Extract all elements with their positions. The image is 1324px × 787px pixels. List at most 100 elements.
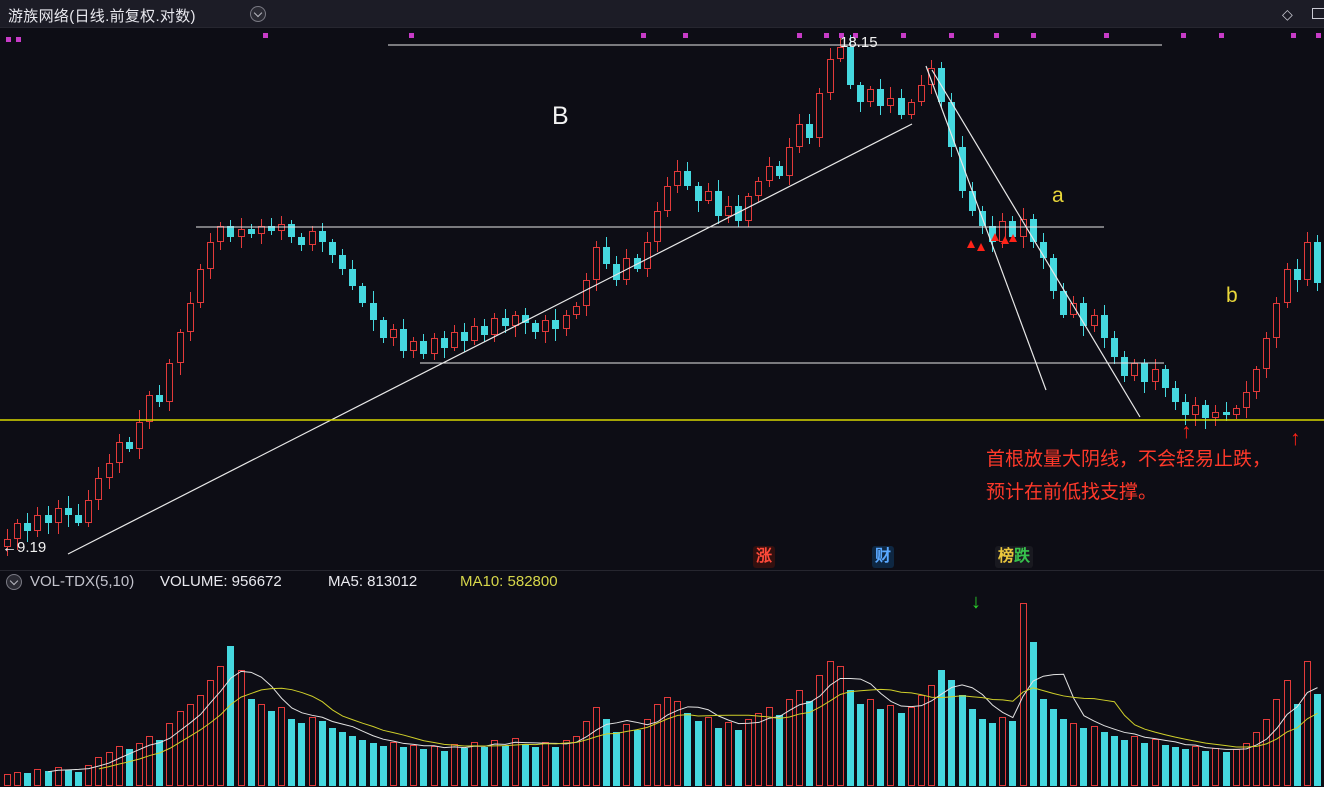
candle-body xyxy=(887,97,895,107)
volume-bar xyxy=(938,670,946,786)
candle-body xyxy=(44,515,52,524)
candle-body xyxy=(460,332,468,342)
volume-bar xyxy=(186,704,194,786)
indicator-ma10-value: MA10: 582800 xyxy=(460,573,558,590)
volume-bar xyxy=(582,720,590,786)
volume-bar xyxy=(410,744,418,786)
volume-chart-area[interactable] xyxy=(0,594,1324,787)
candle-body xyxy=(1121,356,1129,376)
candle-body xyxy=(186,302,194,333)
candle-body xyxy=(765,166,773,181)
title-dropdown-button[interactable] xyxy=(250,6,266,22)
window-icon[interactable] xyxy=(1312,8,1324,19)
candle-body xyxy=(897,97,905,116)
volume-bar xyxy=(785,699,793,786)
candle-body xyxy=(938,67,946,103)
volume-bar xyxy=(1121,739,1129,786)
candle-body xyxy=(1212,411,1220,419)
volume-bar xyxy=(1303,660,1311,786)
candle-body xyxy=(136,421,143,450)
volume-bar xyxy=(552,746,560,786)
volume-bar xyxy=(1242,742,1250,786)
candle-body xyxy=(14,523,22,539)
volume-bar xyxy=(75,771,83,786)
candle-body xyxy=(1232,408,1240,415)
candle-body xyxy=(85,500,93,524)
volume-bar xyxy=(846,689,854,786)
candle-body xyxy=(999,221,1007,243)
volume-bar xyxy=(714,728,722,786)
shortcut-bangdie[interactable]: 榜跌 xyxy=(995,546,1034,568)
volume-bar xyxy=(308,716,316,786)
candle-body xyxy=(257,226,265,235)
candle-body xyxy=(75,515,83,524)
volume-bar xyxy=(471,741,479,786)
candle-body xyxy=(928,67,936,85)
low-price-label: ←9.19 xyxy=(2,539,47,556)
volume-bar xyxy=(633,730,641,786)
volume-bar xyxy=(765,707,773,786)
volume-bar xyxy=(592,707,600,786)
volume-bar xyxy=(217,665,225,786)
volume-bar xyxy=(1263,718,1271,786)
candle-body xyxy=(1293,269,1301,281)
candle-body xyxy=(34,515,42,531)
volume-bar xyxy=(318,720,326,786)
shortcut-zhang[interactable]: 涨 xyxy=(753,546,776,568)
candle-body xyxy=(389,329,397,339)
volume-bar xyxy=(1253,732,1261,786)
volume-bar xyxy=(511,737,519,786)
volume-bar xyxy=(897,712,905,786)
volume-bar xyxy=(115,745,123,786)
candle-body xyxy=(755,180,763,196)
candle-body xyxy=(775,166,783,176)
diamond-icon[interactable]: ◇ xyxy=(1282,6,1293,22)
candle-body xyxy=(603,247,611,264)
candle-body xyxy=(237,228,245,237)
candle-body xyxy=(958,147,966,191)
volume-bar xyxy=(989,723,997,786)
candle-body xyxy=(450,332,458,348)
candle-body xyxy=(328,242,336,256)
candle-body xyxy=(643,242,651,270)
volume-bar xyxy=(1232,749,1240,786)
volume-bar xyxy=(227,646,235,786)
candle-body xyxy=(623,258,631,281)
candle-body xyxy=(745,195,753,222)
volume-bar xyxy=(1181,749,1189,786)
candle-body xyxy=(1242,391,1250,409)
volume-bar xyxy=(34,768,42,786)
candle-body xyxy=(24,523,32,531)
volume-bar xyxy=(146,735,154,786)
indicator-collapse-button[interactable] xyxy=(6,574,22,590)
volume-bar xyxy=(725,722,732,786)
volume-bar xyxy=(968,708,976,786)
candle-body xyxy=(166,363,174,402)
volume-bar xyxy=(978,718,986,786)
candle-body xyxy=(339,255,347,270)
candle-body xyxy=(1100,314,1108,339)
volume-bar xyxy=(603,718,611,786)
volume-bar xyxy=(1019,603,1027,786)
candle-body xyxy=(978,210,986,227)
volume-bar xyxy=(369,742,377,786)
volume-bar xyxy=(1110,735,1118,786)
volume-bar xyxy=(440,751,448,786)
candle-body xyxy=(1161,369,1169,389)
volume-bar xyxy=(816,675,824,786)
candle-body xyxy=(349,269,357,286)
volume-bar xyxy=(857,704,865,786)
shortcut-cai[interactable]: 财 xyxy=(872,546,895,568)
candle-body xyxy=(806,124,814,139)
panel-divider xyxy=(0,570,1324,571)
volume-bar xyxy=(1060,718,1068,786)
candle-body xyxy=(867,89,875,103)
candle-body xyxy=(857,84,865,103)
indicator-name[interactable]: VOL-TDX(5,10) xyxy=(30,573,135,590)
volume-bar xyxy=(643,718,651,786)
candle-body xyxy=(704,190,712,201)
volume-bar xyxy=(4,774,11,786)
candle-body xyxy=(785,147,793,176)
volume-bar xyxy=(745,718,753,786)
candle-body xyxy=(1171,388,1179,402)
